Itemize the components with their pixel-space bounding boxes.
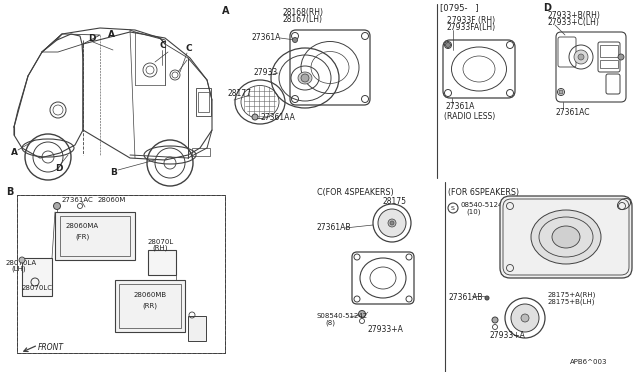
Bar (188, 316, 206, 341)
Circle shape (390, 221, 394, 225)
Text: 27361A: 27361A (446, 102, 476, 110)
Bar (600, 60, 618, 68)
Ellipse shape (552, 226, 580, 248)
Text: 28060MA: 28060MA (65, 223, 99, 229)
Text: 28175: 28175 (383, 196, 407, 205)
Bar (196, 88, 211, 116)
Text: S: S (451, 205, 455, 211)
Text: (RH): (RH) (152, 245, 168, 251)
Text: 27933+B(RH): 27933+B(RH) (548, 10, 601, 19)
Bar (192, 148, 210, 156)
Text: 28060MB: 28060MB (133, 292, 166, 298)
Text: (LH): (LH) (11, 266, 26, 272)
Text: A: A (11, 148, 18, 157)
Bar (600, 45, 618, 57)
Text: 27361AB: 27361AB (449, 294, 483, 302)
Text: A: A (222, 6, 230, 16)
Text: 28167(LH): 28167(LH) (283, 15, 323, 23)
Circle shape (521, 314, 529, 322)
Text: 28168(RH): 28168(RH) (283, 7, 324, 16)
Text: A: A (108, 29, 115, 38)
Text: D: D (543, 3, 551, 13)
Text: 27361AB: 27361AB (317, 222, 351, 231)
Text: B: B (6, 187, 13, 197)
Text: 27933+C(LH): 27933+C(LH) (548, 17, 600, 26)
Text: 28175+B(LH): 28175+B(LH) (548, 299, 595, 305)
Text: 27933: 27933 (254, 67, 278, 77)
Bar (17, 195, 225, 353)
Bar (198, 92, 209, 112)
Bar (148, 250, 176, 275)
Text: FRONT: FRONT (38, 343, 64, 353)
Text: 27361AC: 27361AC (62, 197, 93, 203)
Bar (17, 195, 225, 353)
Circle shape (292, 38, 298, 42)
Text: [0795-   ]: [0795- ] (440, 3, 479, 13)
Text: (FR): (FR) (75, 234, 89, 240)
Circle shape (252, 114, 258, 120)
Text: C(FOR 4SPEAKERS): C(FOR 4SPEAKERS) (317, 187, 394, 196)
Text: 08540-51242: 08540-51242 (461, 202, 508, 208)
Circle shape (485, 296, 489, 300)
Bar (115, 280, 185, 332)
Bar (22, 258, 52, 296)
Text: (RADIO LESS): (RADIO LESS) (444, 112, 495, 121)
Ellipse shape (531, 210, 601, 264)
Text: 27361AC: 27361AC (556, 108, 591, 116)
Text: B: B (110, 167, 117, 176)
FancyBboxPatch shape (500, 196, 632, 278)
Text: 27933+A: 27933+A (368, 326, 404, 334)
Circle shape (574, 50, 588, 64)
Text: 28070LA: 28070LA (6, 260, 37, 266)
Text: 28060M: 28060M (98, 197, 126, 203)
Text: (10): (10) (466, 209, 481, 215)
Text: 28070L: 28070L (148, 239, 174, 245)
Circle shape (618, 54, 624, 60)
Text: 28177: 28177 (228, 89, 252, 97)
Text: 27933+A: 27933+A (490, 330, 526, 340)
Text: (RR): (RR) (143, 303, 157, 309)
Text: S08540-51242: S08540-51242 (317, 313, 368, 319)
Bar (119, 284, 181, 328)
Text: APB6^003: APB6^003 (570, 359, 607, 365)
Circle shape (492, 317, 498, 323)
Text: D: D (88, 33, 95, 42)
Circle shape (445, 42, 451, 48)
Text: C: C (160, 41, 166, 49)
Text: 28070LC: 28070LC (22, 285, 53, 291)
Circle shape (511, 304, 539, 332)
Text: 27933FA(LH): 27933FA(LH) (447, 22, 496, 32)
Circle shape (19, 257, 25, 263)
Bar (60, 216, 130, 256)
Circle shape (54, 202, 61, 209)
Ellipse shape (298, 72, 312, 84)
Circle shape (388, 219, 396, 227)
Circle shape (301, 74, 309, 82)
Text: C: C (185, 44, 191, 52)
Bar (55, 212, 135, 260)
Text: D: D (55, 164, 63, 173)
Text: 28175+A(RH): 28175+A(RH) (548, 292, 596, 298)
Circle shape (559, 90, 563, 94)
Circle shape (358, 311, 365, 317)
Text: 27361A: 27361A (252, 32, 282, 42)
Circle shape (378, 209, 406, 237)
Circle shape (578, 54, 584, 60)
Text: (8): (8) (325, 320, 335, 326)
Text: 27933F (RH): 27933F (RH) (447, 16, 495, 25)
Text: 27361AA: 27361AA (261, 112, 296, 122)
Text: (FOR 6SPEAKERS): (FOR 6SPEAKERS) (448, 187, 519, 196)
